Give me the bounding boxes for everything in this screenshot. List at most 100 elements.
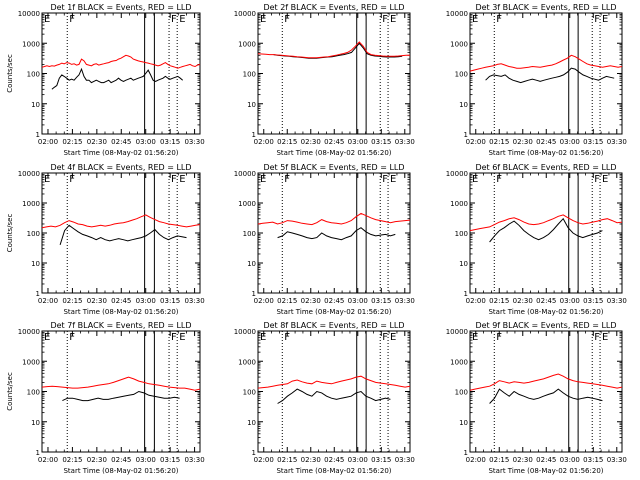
y-tick-label: 1 — [464, 290, 468, 298]
y-tick-label: 100 — [243, 230, 256, 238]
chart-title: Det 4f BLACK = Events, RED = LLD — [50, 163, 191, 172]
x-tick-label: 03:30 — [395, 456, 415, 464]
y-tick-label: 1000 — [450, 358, 468, 366]
x-tick-label: 03:15 — [160, 138, 180, 146]
x-tick-label: 02:30 — [87, 297, 107, 305]
x-tick-label: 02:00 — [38, 456, 58, 464]
event-marker-label: F — [496, 14, 502, 25]
y-tick-label: 10 — [31, 419, 40, 427]
chart-panel: Det 1f BLACK = Events, RED = LLD Counts/s… — [6, 3, 205, 157]
x-tick-label: 02:00 — [254, 456, 274, 464]
x-tick-label: 02:00 — [38, 138, 58, 146]
y-tick-label: 10 — [247, 260, 256, 268]
y-tick-label: 1 — [252, 449, 256, 457]
y-tick-label: 10 — [31, 101, 40, 109]
series-line — [62, 390, 180, 402]
x-tick-label: 03:30 — [607, 297, 627, 305]
y-tick-label: 1 — [36, 131, 40, 139]
corner-marker-label: E — [472, 332, 478, 343]
y-tick-label: 10000 — [234, 328, 256, 336]
event-marker-label: F — [171, 174, 177, 185]
chart-panel: Det 5f BLACK = Events, RED = LLD Start Ti… — [234, 163, 415, 316]
chart-panel: Det 7f BLACK = Events, RED = LLD Counts/s… — [6, 321, 205, 475]
chart-title: Det 1f BLACK = Events, RED = LLD — [50, 3, 191, 12]
x-tick-label: 03:15 — [371, 297, 391, 305]
chart-title: Det 2f BLACK = Events, RED = LLD — [263, 3, 404, 12]
x-tick-label: 03:30 — [395, 138, 415, 146]
corner-marker-label: E — [260, 332, 266, 343]
y-tick-label: 100 — [243, 389, 256, 397]
x-axis-label: Start Time (08-May-02 01:56:20) — [276, 149, 391, 157]
event-marker-label: F — [382, 174, 388, 185]
chart-title: Det 3f BLACK = Events, RED = LLD — [475, 3, 616, 12]
x-tick-label: 02:15 — [277, 138, 297, 146]
x-tick-label: 03:30 — [184, 138, 204, 146]
x-tick-label: 02:45 — [324, 138, 344, 146]
x-tick-label: 03:00 — [136, 456, 156, 464]
y-tick-label: 10 — [247, 419, 256, 427]
y-tick-label: 10000 — [234, 10, 256, 18]
x-tick-label: 03:15 — [583, 456, 603, 464]
event-marker-label: F — [171, 332, 177, 343]
plot-frame — [469, 172, 623, 294]
y-tick-label: 10000 — [18, 170, 40, 178]
x-tick-label: 03:15 — [583, 138, 603, 146]
corner-marker-label: E — [44, 14, 50, 25]
plot-frame — [41, 12, 201, 135]
y-tick-label: 1000 — [450, 200, 468, 208]
x-axis-label: Start Time (08-May-02 01:56:20) — [63, 467, 178, 475]
y-tick-label: 10000 — [234, 170, 256, 178]
x-tick-label: 03:00 — [136, 138, 156, 146]
chart-title: Det 7f BLACK = Events, RED = LLD — [50, 321, 191, 330]
x-tick-label: 03:00 — [348, 138, 368, 146]
chart-title: Det 5f BLACK = Events, RED = LLD — [263, 163, 404, 172]
plot-frame — [257, 330, 411, 453]
event-marker-label: F — [69, 332, 75, 343]
x-axis-label: Start Time (08-May-02 01:56:20) — [63, 149, 178, 157]
x-axis-label: Start Time (08-May-02 01:56:20) — [488, 149, 603, 157]
series-line — [41, 376, 201, 391]
x-axis-label: Start Time (08-May-02 01:56:20) — [63, 308, 178, 316]
y-tick-label: 1000 — [238, 40, 256, 48]
x-tick-label: 02:45 — [324, 456, 344, 464]
x-tick-label: 02:30 — [301, 138, 321, 146]
x-tick-label: 03:30 — [395, 297, 415, 305]
x-tick-label: 02:15 — [62, 456, 82, 464]
y-tick-label: 10 — [31, 260, 40, 268]
x-tick-label: 02:45 — [111, 297, 131, 305]
corner-marker-label: E — [44, 332, 50, 343]
y-tick-label: 100 — [455, 71, 468, 79]
chart-title: Det 6f BLACK = Events, RED = LLD — [475, 163, 616, 172]
y-tick-label: 100 — [27, 389, 40, 397]
series-line — [59, 224, 187, 246]
y-tick-label: 10000 — [446, 328, 468, 336]
x-tick-label: 02:30 — [87, 138, 107, 146]
x-tick-label: 03:15 — [160, 297, 180, 305]
series-line — [41, 54, 201, 69]
series-line — [469, 373, 623, 391]
y-tick-label: 1 — [464, 131, 468, 139]
event-marker-label: F — [284, 14, 290, 25]
x-tick-label: 02:30 — [301, 297, 321, 305]
x-tick-label: 03:15 — [371, 138, 391, 146]
y-axis-label: Counts/sec — [6, 214, 14, 253]
event-marker-label: E — [179, 332, 185, 343]
y-tick-label: 10000 — [446, 10, 468, 18]
x-tick-label: 02:15 — [62, 138, 82, 146]
x-tick-label: 02:30 — [301, 456, 321, 464]
y-tick-label: 1000 — [238, 358, 256, 366]
y-tick-label: 1 — [464, 449, 468, 457]
plot-frame — [469, 330, 623, 453]
y-tick-label: 1 — [36, 449, 40, 457]
chart-panel: Det 8f BLACK = Events, RED = LLD Start Ti… — [234, 321, 415, 475]
series-line — [41, 214, 201, 229]
series-line — [469, 54, 623, 72]
y-tick-label: 1 — [252, 290, 256, 298]
y-tick-label: 1000 — [22, 200, 40, 208]
series-line — [485, 67, 615, 84]
x-axis-label: Start Time (08-May-02 01:56:20) — [276, 467, 391, 475]
event-marker-label: F — [284, 174, 290, 185]
x-tick-label: 02:45 — [536, 456, 556, 464]
plot-frame — [41, 172, 201, 294]
